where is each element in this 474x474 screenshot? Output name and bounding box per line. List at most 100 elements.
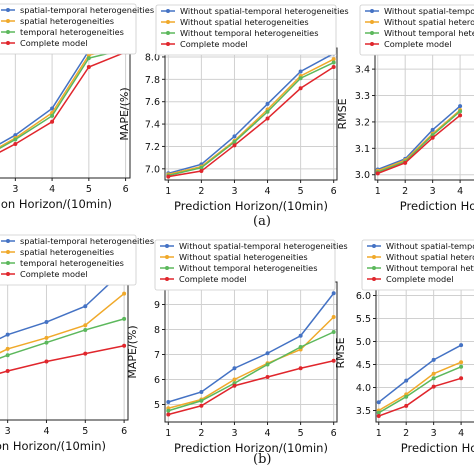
x-tick-label: 6	[121, 426, 127, 437]
legend-box	[359, 4, 474, 56]
legend-swatch-marker	[6, 261, 10, 265]
series-point	[298, 69, 303, 74]
legend-label: spatial heterogeneities	[20, 247, 114, 257]
legend: spatial-temporal heterogeneitiesspatial …	[0, 234, 154, 286]
series-point	[166, 408, 171, 413]
legend-label: Complete model	[179, 274, 247, 284]
y-tick-label: 5	[154, 400, 160, 411]
chart-panel-4: 3 4 5 6 Prediction Horizon/(10min) spatial-te…	[0, 234, 154, 453]
series-point	[83, 327, 88, 332]
series-point	[86, 56, 91, 61]
series-point	[13, 137, 18, 142]
series-point	[5, 353, 10, 358]
series-point	[265, 375, 270, 379]
series-point	[122, 291, 127, 296]
series-layer	[376, 343, 464, 419]
x-tick-label: 2	[198, 428, 204, 439]
legend-swatch-marker	[165, 266, 169, 270]
series-point	[265, 101, 270, 106]
legend: Without spatial-temporal heterogeneities…	[359, 4, 474, 56]
series-point	[265, 362, 270, 367]
x-axis-label: Prediction Horizon/(10min)	[174, 441, 328, 455]
series-line-2	[378, 361, 462, 412]
x-tick-label: 1	[376, 428, 382, 439]
series-point	[331, 57, 336, 62]
x-axis-label: Prediction Horizon/(10min)	[174, 199, 328, 213]
x-tick-label: 4	[43, 426, 49, 437]
series-point	[376, 414, 381, 419]
x-tick-label: 6	[331, 186, 337, 197]
series-point	[166, 400, 171, 404]
y-tick-label: 4.5	[356, 360, 371, 371]
x-tick-label: 3	[5, 426, 11, 437]
legend-box	[0, 3, 137, 55]
series-point	[83, 323, 88, 328]
series-point	[86, 65, 91, 69]
series-point	[298, 86, 303, 91]
series-layer	[166, 291, 336, 417]
legend: Without spatial-temporal heterogeneities…	[361, 239, 474, 291]
series-point	[265, 109, 270, 114]
series-point	[331, 291, 336, 296]
legend-label: Without temporal heterogeneities	[386, 263, 474, 273]
legend-label: Without spatial heterogeneities	[180, 17, 309, 27]
legend-box	[0, 234, 137, 286]
legend-swatch-marker	[372, 277, 376, 281]
series-point	[431, 371, 436, 376]
x-tick-label: 4	[265, 186, 271, 197]
series-line-4	[0, 51, 126, 153]
legend-label: Without temporal heterogeneities	[384, 28, 474, 38]
legend-label: Without spatial heterogeneities	[179, 252, 308, 262]
y-tick-label: 8	[154, 325, 160, 336]
series-point	[430, 127, 435, 132]
x-tick-label: 2	[402, 186, 408, 197]
series-point	[331, 315, 336, 319]
plot-frame	[164, 281, 338, 423]
series-point	[122, 316, 127, 321]
series-line-4	[168, 66, 335, 178]
series-layer	[166, 51, 336, 179]
y-tick-label: 3.2	[355, 117, 370, 128]
y-tick-label: 3.1	[355, 144, 370, 155]
series-point	[430, 135, 435, 140]
legend-swatch-marker	[372, 244, 376, 248]
legend-label: Without temporal heterogeneities	[179, 263, 317, 273]
legend-swatch-marker	[370, 9, 374, 13]
y-tick-label: 3.3	[355, 91, 370, 102]
series-line-3	[168, 331, 335, 412]
legend-swatch-marker	[6, 41, 10, 45]
series-point	[458, 104, 463, 109]
series-point	[404, 378, 409, 383]
x-tick-label: 4	[457, 186, 463, 197]
y-axis-label: RMSE	[334, 337, 347, 368]
x-tick-label: 5	[298, 186, 304, 197]
x-tick-label: 5	[298, 428, 304, 439]
legend-swatch-marker	[6, 30, 10, 34]
series-point	[5, 346, 10, 351]
legend-swatch-marker	[6, 19, 10, 23]
legend-swatch-marker	[6, 8, 10, 12]
legend-box	[155, 4, 337, 56]
x-tick-label: 4	[49, 184, 55, 195]
chart-panel-3: 1 2 3 4 3.0 3.1 3.2 3.3 3.4 Prediction Horiz RMSE W…	[336, 4, 474, 213]
series-layer	[0, 38, 128, 153]
series-point	[298, 333, 303, 338]
x-tick-label: 3	[231, 428, 237, 439]
legend-label: Without spatial heterogeneities	[384, 17, 474, 27]
series-point	[431, 357, 436, 362]
y-tick-label: 3.0	[355, 170, 370, 181]
y-tick-label: 7.2	[145, 142, 160, 153]
series-point	[199, 165, 204, 170]
series-point	[459, 343, 464, 348]
series-line-2	[0, 45, 126, 148]
legend-swatch-marker	[370, 31, 374, 35]
series-line-1	[0, 269, 125, 340]
legend-swatch-marker	[370, 20, 374, 24]
legend-label: Complete model	[386, 274, 454, 284]
series-line-3	[0, 318, 125, 359]
series-point	[44, 320, 49, 325]
series-point	[458, 109, 463, 114]
legend-label: Complete model	[180, 39, 248, 49]
series-point	[431, 384, 436, 389]
